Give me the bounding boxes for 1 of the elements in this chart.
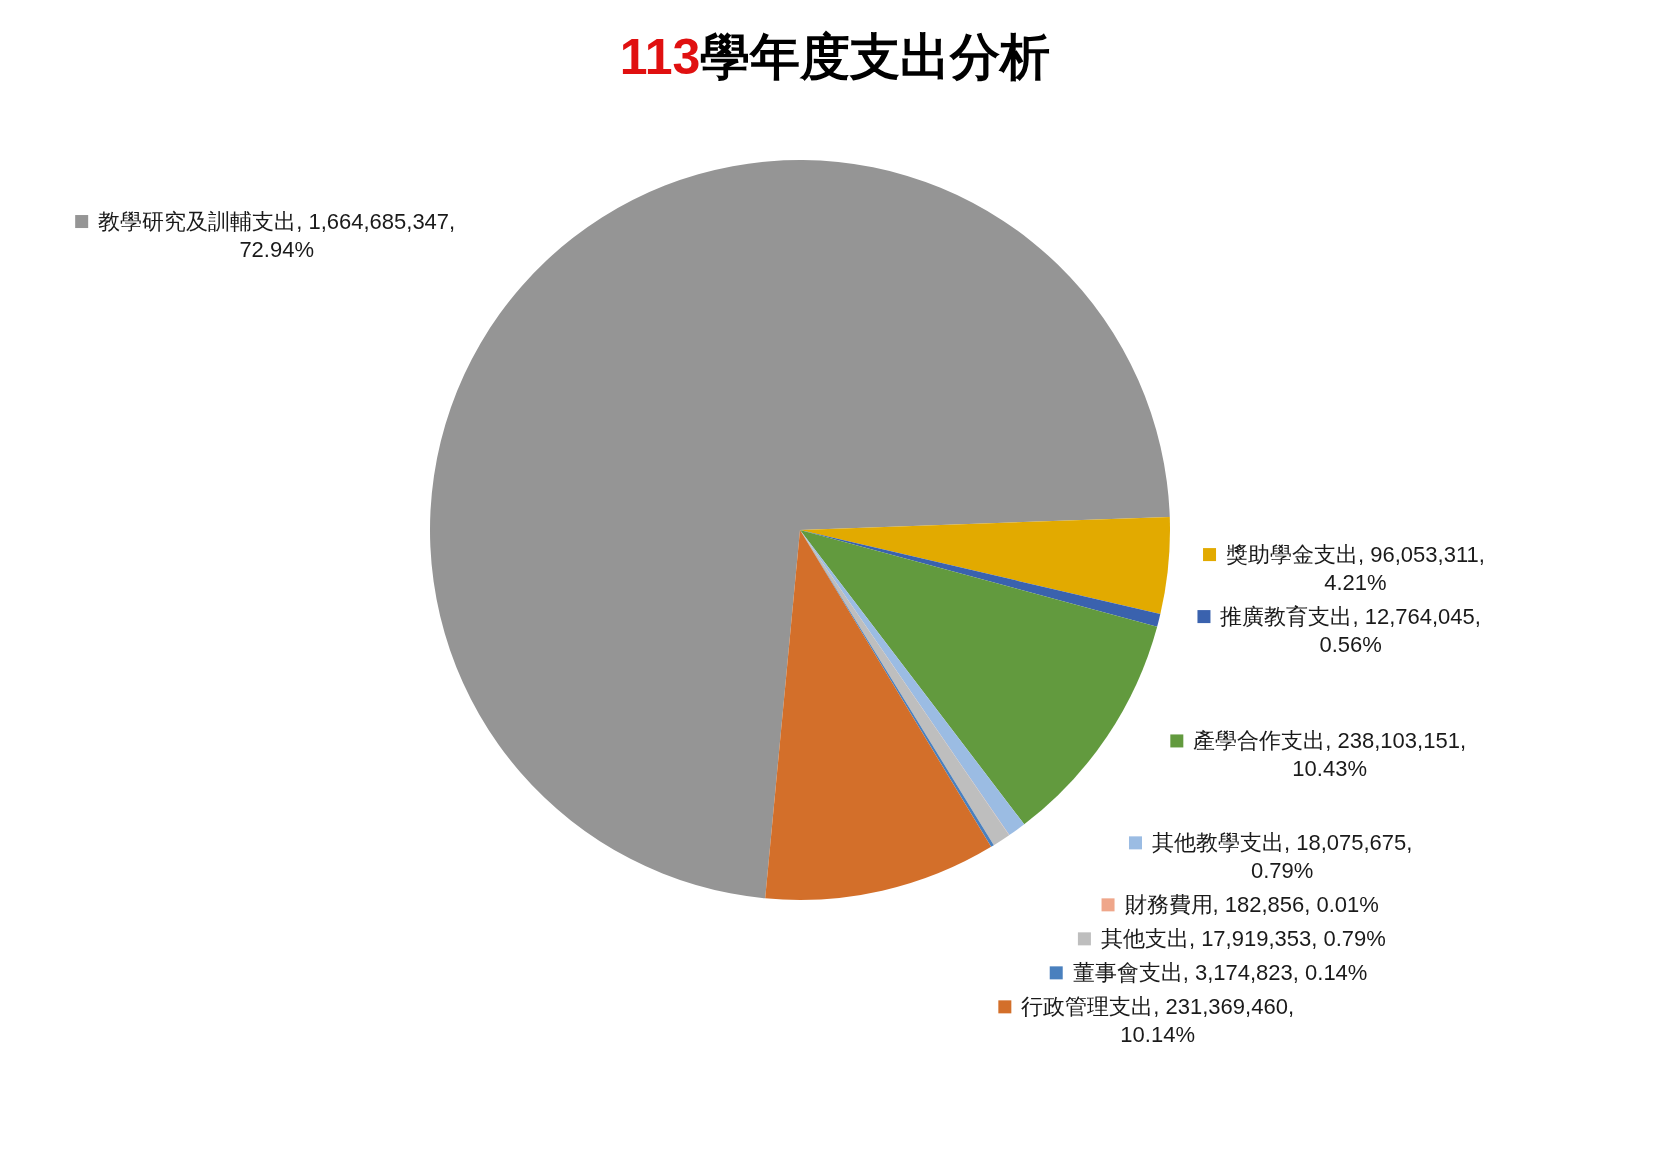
title: 113學年度支出分析 [619,27,1051,86]
